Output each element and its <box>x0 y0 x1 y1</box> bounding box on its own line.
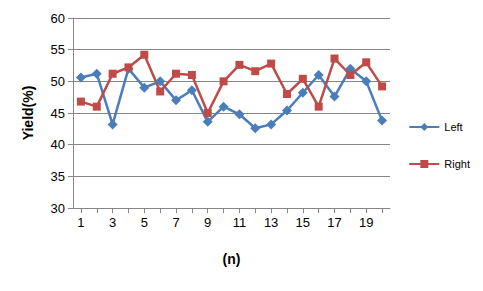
svg-text:5: 5 <box>141 215 148 230</box>
svg-text:45: 45 <box>51 106 65 121</box>
svg-text:7: 7 <box>172 215 179 230</box>
svg-text:30: 30 <box>51 201 65 216</box>
svg-text:13: 13 <box>264 215 278 230</box>
svg-text:(n): (n) <box>223 251 241 267</box>
svg-text:3: 3 <box>109 215 116 230</box>
svg-text:50: 50 <box>51 74 65 89</box>
svg-text:Yield(%): Yield(%) <box>20 86 36 141</box>
svg-text:Left: Left <box>444 121 462 133</box>
svg-text:35: 35 <box>51 169 65 184</box>
svg-text:19: 19 <box>359 215 373 230</box>
svg-text:40: 40 <box>51 137 65 152</box>
svg-text:17: 17 <box>327 215 341 230</box>
svg-text:15: 15 <box>296 215 310 230</box>
svg-text:9: 9 <box>204 215 211 230</box>
svg-text:11: 11 <box>233 215 247 230</box>
svg-text:60: 60 <box>51 11 65 26</box>
svg-text:Right: Right <box>444 158 470 170</box>
svg-text:1: 1 <box>77 215 84 230</box>
svg-text:55: 55 <box>51 42 65 57</box>
